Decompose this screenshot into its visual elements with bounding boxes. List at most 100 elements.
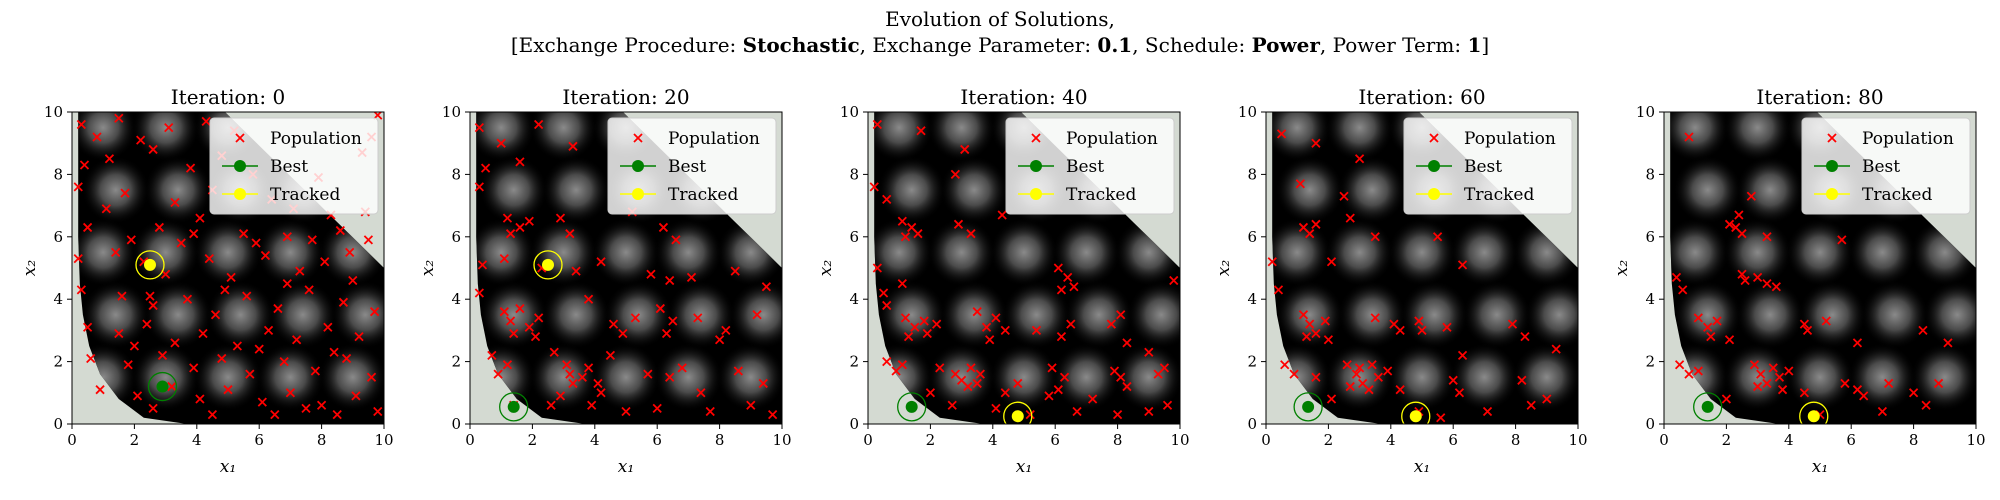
population-point (189, 229, 199, 239)
population-point (1721, 394, 1732, 404)
landscape-peak (476, 218, 536, 287)
population-point (730, 266, 740, 276)
population-point (1746, 191, 1756, 201)
legend-population-label: Population (1066, 129, 1158, 149)
best-point (507, 400, 520, 413)
landscape-peak (927, 343, 996, 412)
population-point (226, 272, 236, 282)
population-point (117, 291, 127, 301)
landscape-peak (1114, 343, 1180, 412)
population-point (1320, 316, 1330, 326)
y-tick-label: 6 (849, 228, 859, 246)
title-part: , Power Term: (1319, 33, 1468, 57)
population-point (189, 363, 199, 373)
population-point (696, 388, 706, 398)
landscape-peak (78, 218, 138, 287)
x-tick-label: 10 (1170, 431, 1189, 449)
population-point (1326, 394, 1337, 404)
population-point (1457, 260, 1468, 270)
population-point (1345, 381, 1355, 392)
legend-tracked-label: Tracked (1464, 185, 1534, 205)
population-point (900, 313, 911, 323)
population-point (79, 160, 90, 170)
axes-frame (1265, 111, 1579, 425)
landscape-peak (542, 156, 611, 224)
population-point (1551, 344, 1561, 354)
best-point (1302, 400, 1315, 413)
population-point (919, 316, 929, 326)
population-point (1116, 310, 1126, 320)
landscape-peak (1786, 218, 1854, 287)
landscape-peak (1002, 280, 1071, 349)
population-point (549, 347, 559, 357)
population-point (123, 360, 133, 370)
population-point (1802, 325, 1813, 336)
y-tick-label: 2 (1645, 353, 1655, 371)
x-tick-label: 0 (465, 431, 475, 449)
population-point (1305, 229, 1315, 239)
population-point (101, 204, 111, 214)
best-point (1701, 400, 1714, 413)
population-point (1031, 325, 1042, 336)
legend-best-marker (1428, 160, 1440, 172)
landscape-peak (592, 343, 660, 412)
landscape-peak (1736, 156, 1805, 224)
population-point (1169, 275, 1179, 286)
population-point (273, 303, 283, 314)
landscape-peak (144, 156, 213, 224)
x-tick-label: 4 (988, 431, 998, 449)
population-point (1737, 269, 1747, 279)
population-point (568, 141, 578, 151)
population-point (596, 388, 606, 398)
y-tick-label: 10 (1636, 103, 1655, 121)
population-point (910, 322, 920, 332)
x-tick-label: 2 (926, 431, 936, 449)
legend-population-label: Population (1862, 129, 1954, 149)
population-point (1417, 325, 1427, 336)
population-point (714, 335, 725, 345)
subplot-title: Iteration: 40 (960, 85, 1087, 109)
population-point (1267, 257, 1277, 267)
legend-population-label: Population (668, 129, 760, 149)
population-point (95, 385, 105, 395)
landscape-peak (206, 280, 275, 349)
legend-tracked-marker (1428, 188, 1440, 200)
population-point (966, 229, 976, 239)
y-tick-label: 4 (53, 290, 63, 308)
x-tick-label: 4 (192, 431, 202, 449)
legend-box (607, 117, 777, 215)
x-tick-label: 2 (1324, 431, 1334, 449)
x-tick-label: 10 (1966, 431, 1985, 449)
population-point (1364, 385, 1374, 395)
population-point (972, 307, 982, 317)
population-point (1047, 363, 1057, 373)
population-point (752, 310, 762, 320)
landscape-peak (1860, 280, 1929, 349)
y-tick-label: 0 (1247, 415, 1257, 433)
population-point (1482, 406, 1493, 417)
landscape-peak (1127, 280, 1180, 349)
x-axis-label: x₁ (618, 457, 634, 477)
population-point (1088, 394, 1098, 404)
y-tick-label: 6 (451, 228, 461, 246)
population-point (496, 138, 506, 148)
population-point (82, 322, 93, 332)
population-point (1395, 325, 1405, 336)
population-point (593, 378, 603, 389)
population-point (997, 210, 1007, 220)
landscape-peak (268, 280, 337, 349)
population-point (126, 235, 136, 245)
x-tick-label: 8 (715, 431, 725, 449)
population-point (285, 388, 296, 398)
population-point (114, 113, 124, 123)
population-point (307, 235, 317, 245)
landscape-peak (1275, 156, 1344, 224)
landscape-peak (1052, 218, 1121, 287)
y-tick-label: 2 (849, 353, 859, 371)
landscape-peak (990, 218, 1058, 287)
population-point (693, 313, 703, 323)
best-ring (147, 371, 178, 402)
population-point (1526, 400, 1536, 410)
population-point (1323, 335, 1334, 345)
landscape-peak (476, 112, 536, 162)
